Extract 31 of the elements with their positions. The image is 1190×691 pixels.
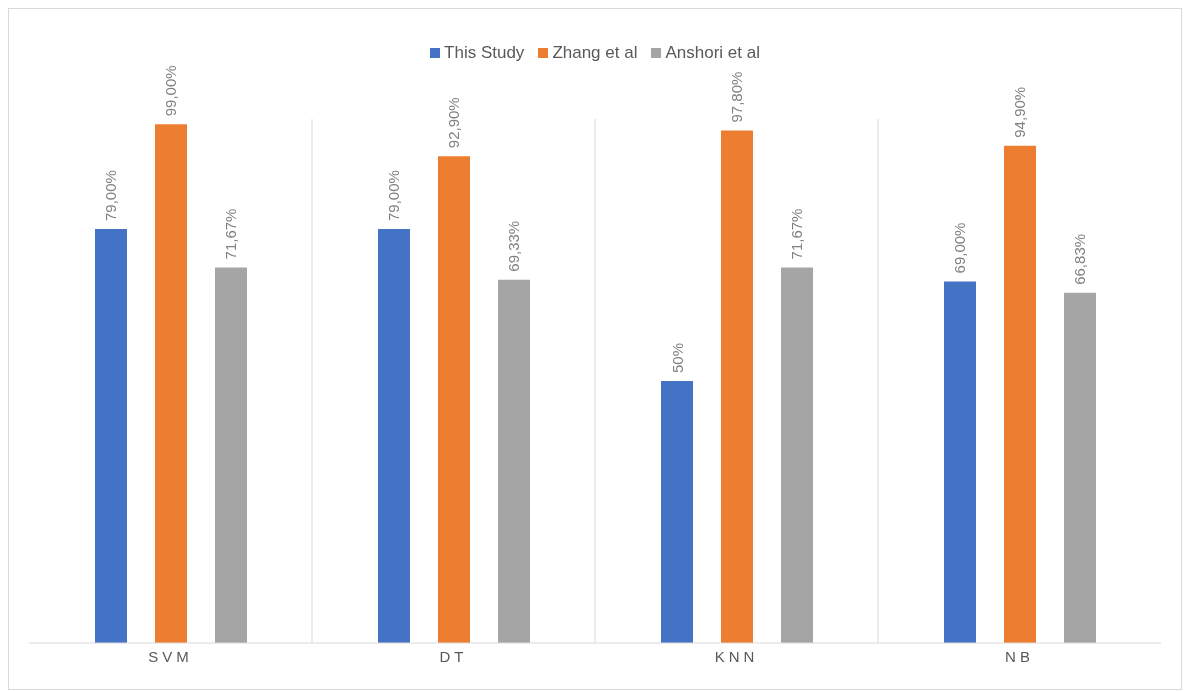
legend-label: This Study — [443, 43, 525, 63]
data-label: 69,00% — [951, 222, 969, 274]
legend-label: Zhang et al — [551, 43, 638, 63]
legend-label: Anshori et al — [664, 43, 760, 63]
x-tick-label: SVM — [148, 647, 193, 665]
bar — [438, 156, 470, 643]
bar — [661, 381, 693, 643]
data-label: 79,00% — [385, 170, 403, 222]
bar — [944, 281, 976, 643]
bar — [155, 124, 187, 643]
data-label: 69,33% — [505, 220, 523, 272]
bar — [1064, 292, 1096, 643]
data-label: 94,90% — [1011, 86, 1029, 138]
data-label: 71,67% — [222, 208, 240, 260]
data-label: 92,90% — [445, 97, 463, 149]
data-label: 66,83% — [1071, 233, 1089, 285]
data-label: 79,00% — [102, 170, 120, 222]
data-label: 50% — [668, 342, 686, 373]
bar — [95, 229, 127, 643]
bar — [1004, 145, 1036, 643]
x-tick-label: KNN — [714, 647, 759, 665]
bar — [721, 130, 753, 643]
data-label: 71,67% — [788, 208, 806, 260]
x-tick-label: NB — [1005, 647, 1034, 665]
bar — [781, 267, 813, 643]
bar — [215, 267, 247, 643]
data-label: 99,00% — [162, 65, 180, 117]
data-label: 97,80% — [728, 71, 746, 123]
bar — [498, 279, 530, 643]
x-tick-label: DT — [439, 647, 468, 665]
bar — [378, 229, 410, 643]
